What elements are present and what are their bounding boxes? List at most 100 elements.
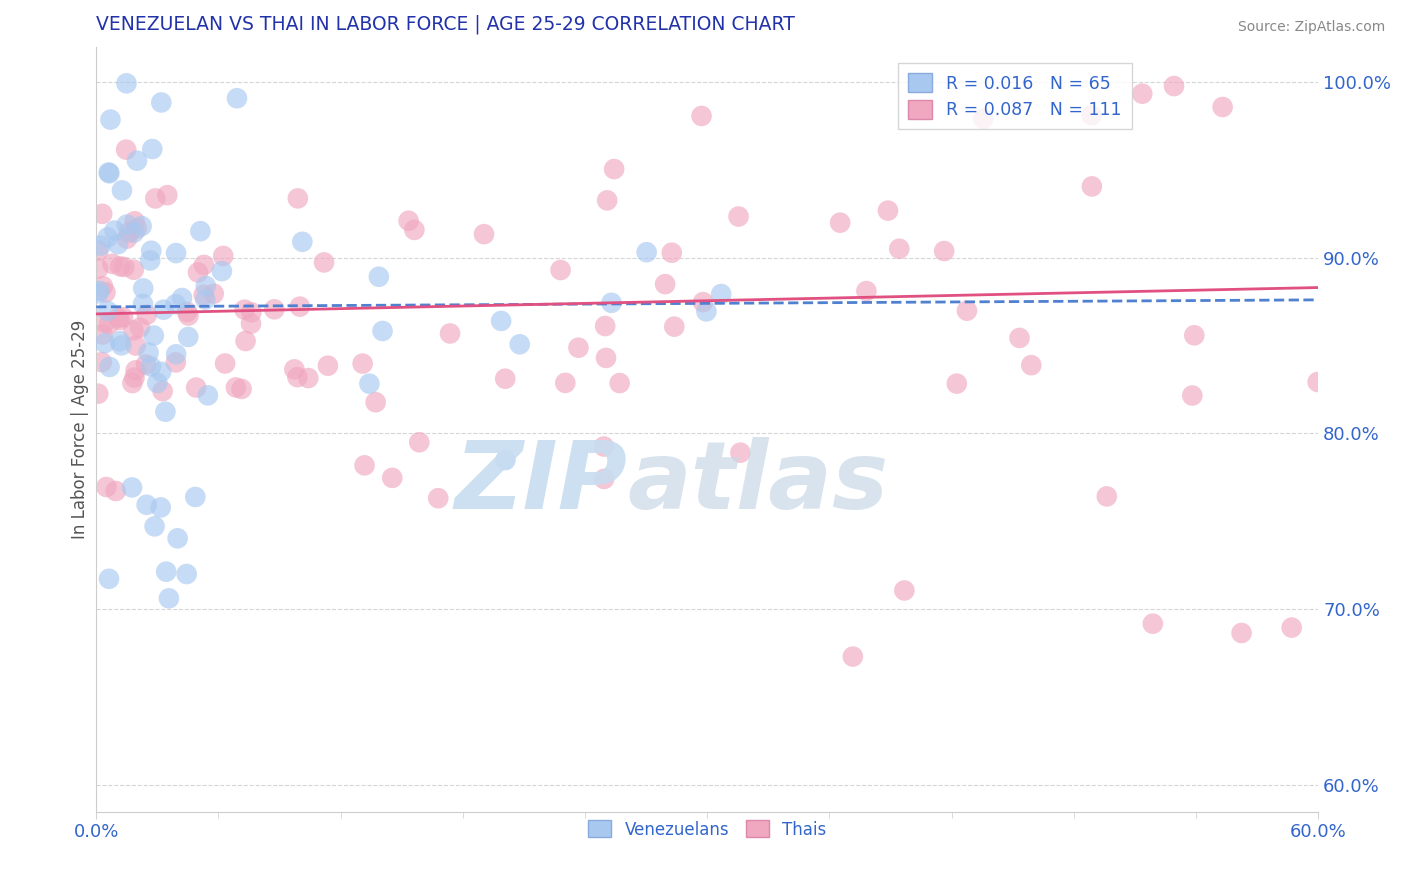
Thais [186,380,208,394]
Venezuelans [125,153,148,168]
Venezuelans [139,359,162,374]
Thais [1163,78,1185,93]
Thais [122,262,145,277]
Thais [727,210,749,224]
Thais [439,326,461,341]
Venezuelans [141,142,163,156]
Text: VENEZUELAN VS THAI IN LABOR FORCE | AGE 25-29 CORRELATION CHART: VENEZUELAN VS THAI IN LABOR FORCE | AGE … [96,15,794,35]
Thais [112,260,135,274]
Thais [214,356,236,370]
Venezuelans [177,330,200,344]
Venezuelans [371,324,394,338]
Thais [730,445,752,459]
Thais [135,308,157,322]
Venezuelans [176,567,198,582]
Thais [187,265,209,279]
Thais [427,491,450,506]
Venezuelans [165,297,187,311]
Thais [1081,179,1104,194]
Venezuelans [111,183,134,197]
Thais [877,203,900,218]
Venezuelans [110,338,132,352]
Thais [352,357,374,371]
Thais [353,458,375,473]
Thais [124,370,146,384]
Venezuelans [194,279,217,293]
Thais [1080,108,1102,122]
Venezuelans [139,253,162,268]
Venezuelans [226,91,249,105]
Text: ZIP: ZIP [456,436,627,529]
Y-axis label: In Labor Force | Age 25-29: In Labor Force | Age 25-29 [72,319,89,539]
Thais [143,191,166,205]
Thais [176,305,198,319]
Venezuelans [138,345,160,359]
Thais [240,317,263,331]
Venezuelans [132,297,155,311]
Thais [654,277,676,292]
Venezuelans [636,245,658,260]
Venezuelans [494,453,516,467]
Thais [1306,375,1329,389]
Thais [664,319,686,334]
Thais [312,255,335,269]
Thais [104,483,127,498]
Thais [87,386,110,401]
Venezuelans [291,235,314,249]
Venezuelans [194,293,217,307]
Thais [946,376,969,391]
Thais [129,320,152,334]
Thais [287,191,309,205]
Thais [692,295,714,310]
Thais [972,112,994,126]
Thais [98,317,121,331]
Thais [93,316,115,330]
Thais [125,221,148,235]
Thais [118,225,141,239]
Venezuelans [155,565,177,579]
Legend: Venezuelans, Thais: Venezuelans, Thais [581,814,834,846]
Venezuelans [96,230,118,244]
Thais [115,143,138,157]
Venezuelans [152,302,174,317]
Text: atlas: atlas [627,436,889,529]
Thais [156,188,179,202]
Thais [956,303,979,318]
Venezuelans [166,531,188,545]
Thais [283,362,305,376]
Thais [408,435,430,450]
Venezuelans [98,359,121,374]
Thais [1212,100,1234,114]
Thais [101,257,124,271]
Thais [1008,331,1031,345]
Thais [893,583,915,598]
Venezuelans [87,286,110,301]
Venezuelans [170,291,193,305]
Thais [567,341,589,355]
Thais [297,371,319,385]
Thais [1281,621,1303,635]
Thais [593,319,616,334]
Venezuelans [149,500,172,515]
Thais [288,300,311,314]
Thais [398,213,420,227]
Thais [263,302,285,317]
Venezuelans [94,336,117,351]
Venezuelans [135,498,157,512]
Thais [235,334,257,348]
Venezuelans [131,219,153,233]
Thais [122,323,145,337]
Venezuelans [103,223,125,237]
Venezuelans [107,237,129,252]
Thais [1182,328,1205,343]
Thais [135,358,157,372]
Venezuelans [121,480,143,494]
Thais [472,227,495,241]
Thais [87,244,110,258]
Thais [316,359,339,373]
Thais [1019,358,1042,372]
Thais [287,370,309,384]
Thais [593,472,616,486]
Thais [593,440,616,454]
Thais [690,109,713,123]
